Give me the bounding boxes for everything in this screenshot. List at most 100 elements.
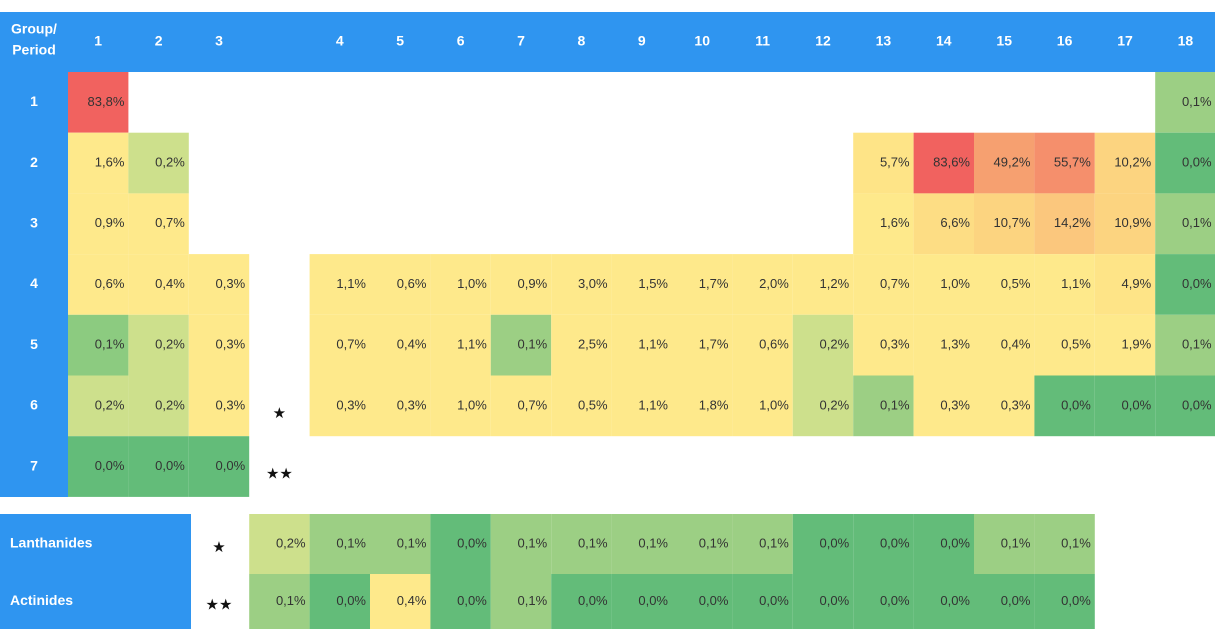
cell-value: 0,2% — [276, 535, 306, 550]
group-label: 5 — [396, 33, 404, 49]
cell-value: 0,7% — [155, 215, 185, 230]
period-label: 2 — [30, 154, 38, 170]
cell — [853, 514, 914, 574]
group-label: 11 — [755, 33, 770, 49]
cell-value: 0,0% — [1182, 154, 1212, 169]
marker: ★★ — [266, 466, 293, 483]
cell-value: 0,7% — [518, 397, 548, 412]
cell — [853, 132, 914, 194]
period-label: 3 — [30, 214, 38, 230]
cell — [128, 132, 189, 194]
cell-value: 0,3% — [940, 397, 970, 412]
cell-value: 83,8% — [88, 94, 125, 109]
cell — [128, 314, 189, 376]
cell-value: 0,0% — [940, 535, 970, 550]
cell-value: 0,1% — [638, 535, 668, 550]
group-label: 1 — [94, 33, 102, 49]
group-label: 8 — [578, 33, 586, 49]
group-label: 6 — [457, 33, 465, 49]
cell — [370, 254, 431, 315]
cell-value: 0,0% — [1182, 397, 1212, 412]
cell-value: 0,0% — [1001, 593, 1031, 608]
cell — [913, 193, 974, 255]
cell — [1034, 193, 1095, 255]
cell — [188, 254, 250, 315]
cell — [974, 132, 1035, 194]
cell-value: 0,0% — [457, 593, 487, 608]
cell — [611, 375, 672, 437]
group-label: 4 — [336, 33, 344, 49]
cell-value: 1,6% — [95, 154, 125, 169]
cell — [792, 375, 854, 437]
cell — [128, 375, 189, 437]
cell — [309, 314, 370, 376]
cell-value: 0,1% — [397, 535, 427, 550]
cell-value: 0,7% — [336, 337, 366, 352]
cell-value: 1,1% — [638, 337, 668, 352]
cell — [430, 254, 491, 315]
cell — [1034, 514, 1095, 574]
cell — [430, 375, 491, 437]
cell-value: 0,5% — [1001, 276, 1031, 291]
cell-value: 0,0% — [155, 458, 185, 473]
cell-value: 0,7% — [880, 276, 910, 291]
cell-value: 0,4% — [397, 593, 427, 608]
lanthanides-box — [0, 514, 191, 574]
cell — [792, 254, 854, 315]
cell-value: 0,2% — [95, 397, 125, 412]
marker: ★ — [212, 539, 225, 556]
cell — [490, 574, 552, 629]
cell-value: 0,3% — [397, 397, 427, 412]
cell — [1034, 375, 1095, 437]
cell-value: 0,9% — [95, 215, 125, 230]
group-label: 2 — [155, 33, 163, 49]
cell-value: 0,1% — [1182, 337, 1212, 352]
corner-label: Group/ — [11, 21, 57, 37]
cell — [188, 314, 250, 376]
cell-value: 0,1% — [518, 593, 548, 608]
cell — [1155, 254, 1215, 315]
cell — [68, 132, 129, 194]
cell-value: 0,0% — [95, 458, 125, 473]
cell-value: 0,3% — [216, 337, 246, 352]
cell — [68, 254, 129, 315]
cell — [732, 314, 793, 376]
cell — [672, 314, 733, 376]
cell — [68, 72, 129, 133]
cell — [672, 375, 733, 437]
cell-value: 0,2% — [155, 154, 185, 169]
cell-value: 1,1% — [638, 397, 668, 412]
cell — [792, 314, 854, 376]
cell-value: 10,7% — [994, 215, 1031, 230]
cell — [68, 436, 129, 497]
cell — [370, 314, 431, 376]
cell-value: 55,7% — [1054, 154, 1091, 169]
group-label: 18 — [1178, 33, 1194, 49]
cell — [672, 574, 733, 629]
cell-value: 0,3% — [216, 397, 246, 412]
cell-value: 0,0% — [1122, 397, 1152, 412]
cell-value: 4,9% — [1122, 276, 1152, 291]
cell — [551, 254, 612, 315]
cell — [1034, 574, 1095, 629]
cell-value: 0,0% — [578, 593, 608, 608]
marker: ★★ — [206, 596, 233, 613]
cell-value: 0,0% — [457, 535, 487, 550]
cell — [913, 574, 974, 629]
cell-value: 10,9% — [1114, 215, 1151, 230]
actinides-box — [0, 574, 191, 629]
cell — [370, 514, 431, 574]
cell — [370, 574, 431, 629]
cell-value: 0,1% — [95, 337, 125, 352]
cell — [68, 375, 129, 437]
cell — [1155, 72, 1215, 133]
cell-value: 0,4% — [1001, 337, 1031, 352]
cell — [1094, 314, 1156, 376]
cell — [974, 375, 1035, 437]
cell-value: 10,2% — [1114, 154, 1151, 169]
cell-value: 1,6% — [880, 215, 910, 230]
cell — [611, 314, 672, 376]
cell-value: 0,1% — [880, 397, 910, 412]
cell-value: 0,6% — [759, 337, 789, 352]
